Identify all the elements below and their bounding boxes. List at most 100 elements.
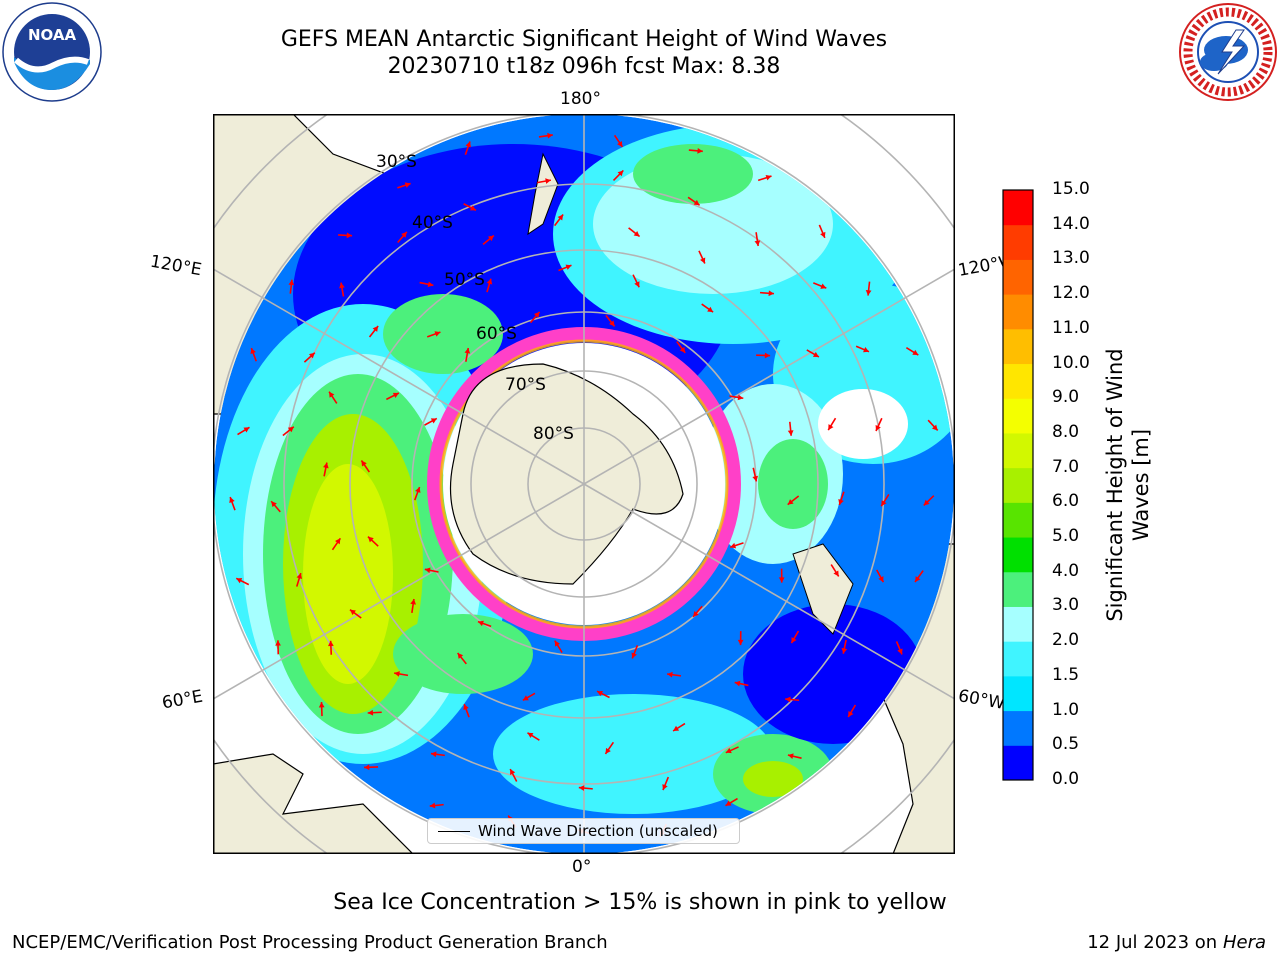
arrow-head bbox=[361, 460, 367, 467]
arrow-head bbox=[296, 573, 303, 580]
arrow-head bbox=[931, 424, 938, 431]
arrow-head bbox=[364, 764, 370, 771]
arrow-head bbox=[881, 500, 887, 507]
colorbar-segment bbox=[1003, 502, 1033, 538]
arrow-head bbox=[700, 257, 706, 264]
colorbar-tick: 3.0 bbox=[1052, 595, 1080, 616]
colorbar-tick: 6.0 bbox=[1052, 491, 1080, 512]
colorbar-label: Significant Height of Wind Waves [m] bbox=[1103, 348, 1153, 622]
arrow-head bbox=[545, 178, 551, 184]
arrow-head bbox=[631, 652, 637, 659]
colorbar-tick: 1.0 bbox=[1052, 699, 1080, 720]
lat-label-30s: 30°S bbox=[376, 152, 417, 172]
arrow-head bbox=[787, 753, 794, 759]
lat-label-70s: 70°S bbox=[505, 375, 546, 395]
colorbar-segment bbox=[1003, 571, 1033, 607]
arrow-head bbox=[522, 695, 529, 701]
colorbar-segment bbox=[1003, 363, 1033, 399]
colorbar-tick: 1.5 bbox=[1052, 664, 1080, 685]
arrow-head bbox=[667, 671, 673, 678]
lon-label-180: 180° bbox=[560, 89, 601, 109]
arrow-head bbox=[339, 282, 345, 289]
colorbar-tick: 7.0 bbox=[1052, 456, 1080, 477]
arrow-head bbox=[725, 747, 732, 754]
colorbar-tick: 13.0 bbox=[1052, 248, 1090, 269]
arrow-head bbox=[429, 802, 436, 809]
arrow-head bbox=[287, 426, 294, 433]
colorbar-tick: 5.0 bbox=[1052, 526, 1080, 547]
lon-label-120e: 120°E bbox=[148, 251, 204, 281]
chart-subtitle: 20230710 t18z 096h fcst Max: 8.38 bbox=[387, 54, 781, 79]
arrow-head bbox=[725, 800, 732, 806]
footer-system: Hera bbox=[1222, 932, 1266, 953]
arrow-head bbox=[673, 725, 680, 732]
africa-land bbox=[213, 753, 414, 854]
legend-line-swatch bbox=[438, 831, 470, 833]
arrow-head bbox=[693, 611, 699, 617]
arrow-head bbox=[457, 652, 464, 659]
arrow-head bbox=[410, 598, 417, 605]
colorbar-tick: 14.0 bbox=[1052, 213, 1090, 234]
arrow-head bbox=[329, 391, 335, 398]
arrow-head bbox=[557, 214, 564, 221]
arrow-head bbox=[469, 205, 476, 211]
map-border bbox=[213, 114, 955, 854]
arrow-head bbox=[754, 240, 761, 247]
colorbar-segment bbox=[1003, 190, 1033, 226]
arrow-head bbox=[693, 199, 700, 206]
arrow-head bbox=[697, 147, 703, 154]
arrow-head bbox=[486, 278, 493, 285]
colorbar-segment bbox=[1003, 259, 1033, 295]
arrow-head bbox=[434, 331, 441, 337]
arrow-head bbox=[327, 640, 334, 647]
arrow-head bbox=[617, 141, 623, 147]
wind-wave-arrows bbox=[229, 132, 939, 838]
arrow-head bbox=[463, 704, 469, 710]
arrow-head bbox=[547, 132, 553, 139]
arrow-head bbox=[897, 648, 903, 655]
colorbar-segment bbox=[1003, 675, 1033, 712]
colorbar-segment bbox=[1003, 432, 1033, 469]
noaa-text: NOAA bbox=[28, 26, 77, 44]
arrow-head bbox=[367, 536, 374, 543]
arrow-head bbox=[707, 306, 714, 313]
arrow-head bbox=[617, 170, 624, 177]
arrow-head bbox=[464, 347, 471, 354]
colorbar-segment bbox=[1003, 745, 1033, 781]
colorbar-tick: 10.0 bbox=[1052, 352, 1090, 373]
colorbar-tick: 9.0 bbox=[1052, 387, 1080, 408]
south-america-tip bbox=[792, 543, 854, 635]
colorbar-tick: 8.0 bbox=[1052, 421, 1080, 442]
lon-label-60e: 60°E bbox=[160, 686, 205, 714]
arrow-head bbox=[318, 702, 325, 708]
colorbar-segment bbox=[1003, 641, 1033, 677]
arrow-head bbox=[662, 784, 668, 791]
lat-label-50s: 50°S bbox=[444, 270, 485, 290]
lat-label-80s: 80°S bbox=[533, 424, 574, 444]
arrow-head bbox=[878, 576, 884, 583]
lat-label-60s: 60°S bbox=[476, 324, 517, 344]
arrow-head bbox=[346, 232, 353, 239]
colorbar-segment bbox=[1003, 294, 1033, 330]
arrow-head bbox=[308, 352, 315, 359]
arrow-head bbox=[275, 640, 281, 646]
noaa-logo: NOAA bbox=[2, 2, 102, 102]
colorbar bbox=[1002, 189, 1034, 781]
arrow-head bbox=[578, 785, 585, 791]
arrow-head bbox=[865, 289, 872, 296]
colorbar-tick: 15.0 bbox=[1052, 179, 1090, 199]
arrow-head bbox=[765, 174, 772, 181]
arrow-head bbox=[863, 346, 870, 353]
lat-label-40s: 40°S bbox=[412, 213, 453, 233]
arrow-head bbox=[430, 418, 437, 424]
gridlines bbox=[213, 114, 955, 854]
arrow-head bbox=[401, 231, 407, 238]
arrow-head bbox=[734, 680, 741, 687]
arrow-head bbox=[737, 394, 744, 401]
arrow-head bbox=[787, 499, 794, 505]
arrow-head bbox=[833, 570, 839, 577]
arrow-head bbox=[430, 751, 437, 758]
lon-label-0: 0° bbox=[572, 857, 592, 877]
arrow-head bbox=[229, 497, 235, 503]
footer-date: 12 Jul 2023 on Hera bbox=[1087, 932, 1266, 953]
